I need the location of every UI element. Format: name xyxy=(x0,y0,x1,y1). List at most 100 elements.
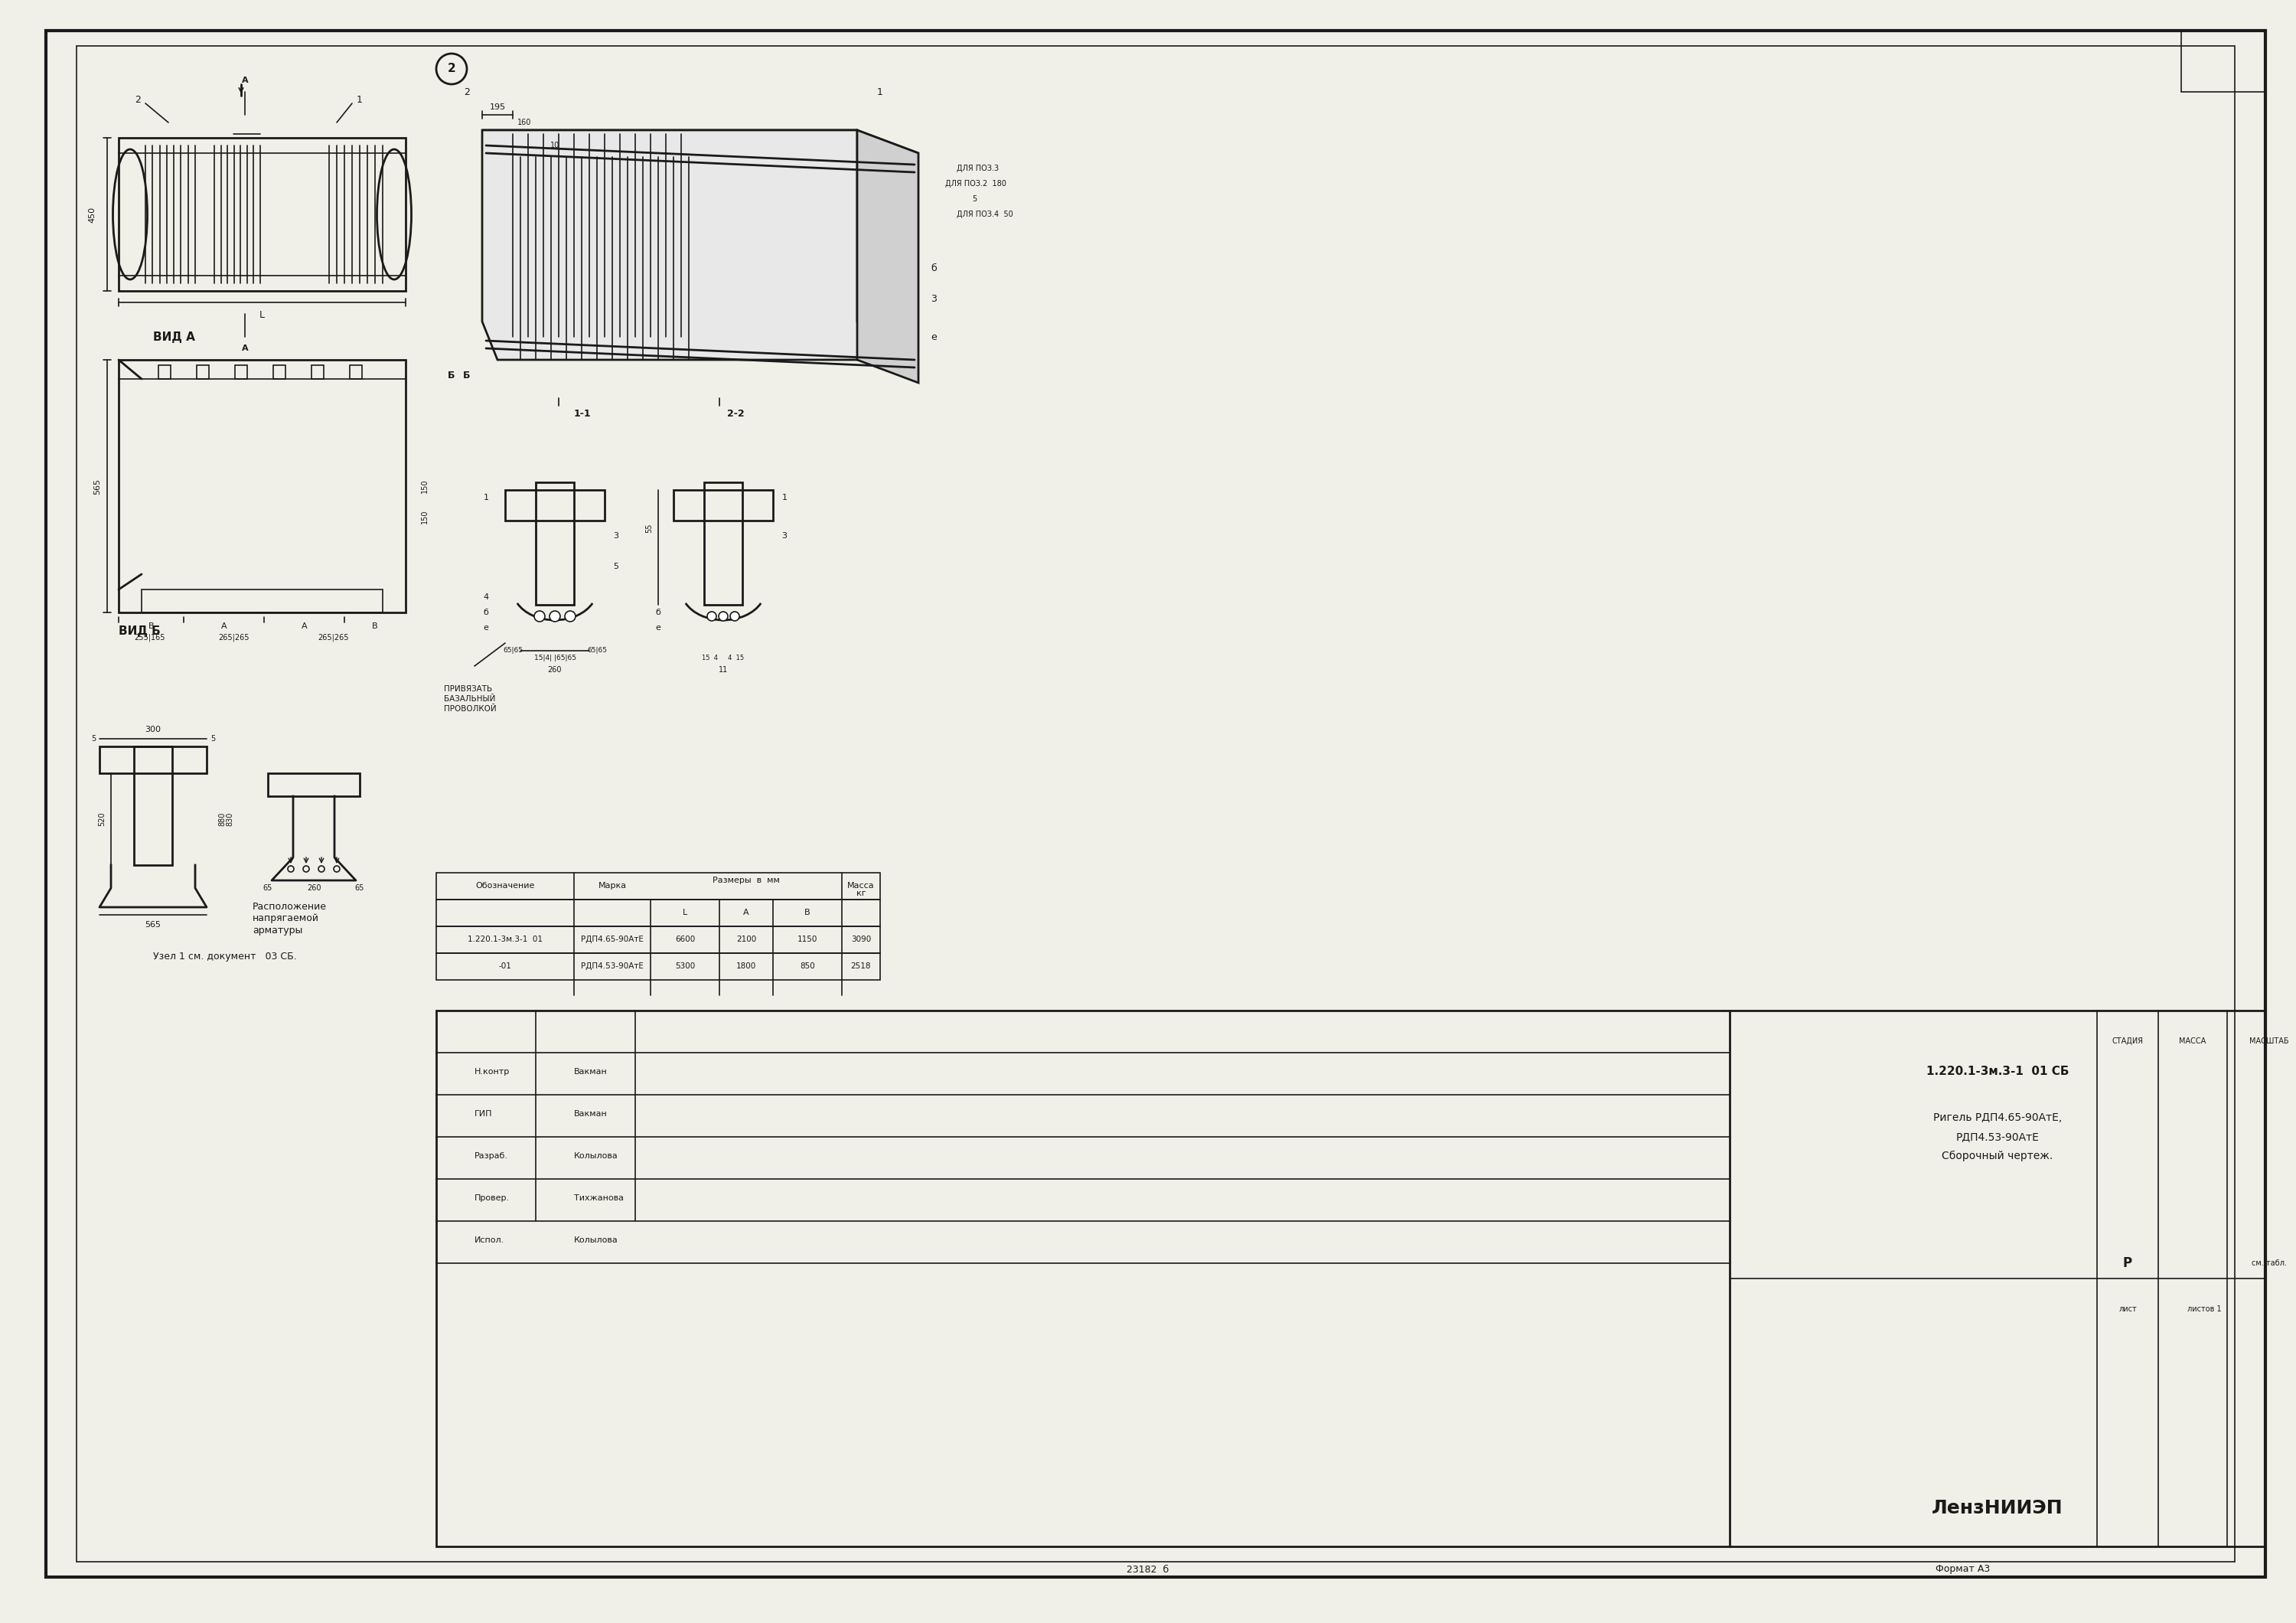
Text: 265|265: 265|265 xyxy=(218,633,248,641)
Text: Тихжанова: Тихжанова xyxy=(574,1195,625,1203)
Text: 300: 300 xyxy=(145,725,161,734)
Bar xyxy=(234,365,248,378)
Text: ДЛЯ ПОЗ.3: ДЛЯ ПОЗ.3 xyxy=(957,164,999,172)
Bar xyxy=(673,490,774,521)
Text: B: B xyxy=(149,622,154,630)
Text: 1: 1 xyxy=(877,88,884,97)
Circle shape xyxy=(719,612,728,622)
Text: 15|4| |65|65: 15|4| |65|65 xyxy=(533,656,576,662)
Text: Формат А3: Формат А3 xyxy=(1936,1565,1991,1574)
Text: б: б xyxy=(657,609,661,617)
Text: Ригель РДП4.65-90АтЕ,: Ригель РДП4.65-90АтЕ, xyxy=(1933,1112,2062,1123)
Bar xyxy=(436,873,879,899)
Text: арматуры: арматуры xyxy=(253,925,303,935)
Text: напрягаемой: напрягаемой xyxy=(253,914,319,923)
Text: РДП4.53-90АтЕ: РДП4.53-90АтЕ xyxy=(581,962,643,971)
Bar xyxy=(273,365,285,378)
Text: 5300: 5300 xyxy=(675,962,696,971)
Text: ПРОВОЛКОЙ: ПРОВОЛКОЙ xyxy=(443,704,496,712)
Bar xyxy=(505,490,604,521)
Text: 1.220.1-3м.3-1  01: 1.220.1-3м.3-1 01 xyxy=(468,935,542,943)
Text: ДЛЯ ПОЗ.2  180: ДЛЯ ПОЗ.2 180 xyxy=(946,180,1006,188)
Text: б: б xyxy=(484,609,489,617)
Text: Размеры  в  мм: Размеры в мм xyxy=(712,876,781,885)
Text: 565: 565 xyxy=(145,920,161,928)
Text: 3: 3 xyxy=(781,532,788,540)
Text: 2518: 2518 xyxy=(852,962,870,971)
Polygon shape xyxy=(856,130,918,383)
Text: 150: 150 xyxy=(420,479,429,493)
Circle shape xyxy=(707,612,716,622)
Text: ВИД Б: ВИД Б xyxy=(119,626,161,638)
Text: Вакман: Вакман xyxy=(574,1068,608,1076)
Text: Масса: Масса xyxy=(847,881,875,889)
Circle shape xyxy=(730,612,739,622)
Text: Б: Б xyxy=(448,370,455,380)
Text: 260: 260 xyxy=(308,885,321,893)
Text: 15  4     4  15: 15 4 4 15 xyxy=(703,656,744,662)
Text: L: L xyxy=(682,909,687,917)
Text: Сборочный чертеж.: Сборочный чертеж. xyxy=(1942,1151,2053,1162)
Text: б: б xyxy=(930,263,937,273)
Text: B: B xyxy=(804,909,810,917)
Text: A: A xyxy=(744,909,748,917)
Text: е: е xyxy=(484,623,489,631)
Text: 260: 260 xyxy=(549,665,563,674)
Text: 1: 1 xyxy=(781,493,788,502)
Text: 65|65: 65|65 xyxy=(588,648,606,654)
Text: 830: 830 xyxy=(225,812,234,826)
Text: 10: 10 xyxy=(551,141,560,149)
Bar xyxy=(142,589,383,612)
Circle shape xyxy=(549,610,560,622)
Bar xyxy=(133,747,172,865)
Text: ДЛЯ ПОЗ.4  50: ДЛЯ ПОЗ.4 50 xyxy=(957,211,1013,217)
Text: 3: 3 xyxy=(930,294,937,304)
Bar xyxy=(436,899,879,927)
Bar xyxy=(158,365,170,378)
Text: Н.контр: Н.контр xyxy=(475,1068,510,1076)
Text: A: A xyxy=(241,76,248,84)
Circle shape xyxy=(535,610,544,622)
Text: 255|165: 255|165 xyxy=(133,633,165,641)
Text: 520: 520 xyxy=(99,812,106,826)
Text: Узел 1 см. документ   03 СБ.: Узел 1 см. документ 03 СБ. xyxy=(154,953,296,962)
Text: 2: 2 xyxy=(135,94,140,104)
Text: 150: 150 xyxy=(420,510,429,524)
Text: 195: 195 xyxy=(489,104,505,110)
Text: 5: 5 xyxy=(613,563,620,570)
Text: ВИД А: ВИД А xyxy=(154,331,195,342)
Bar xyxy=(99,747,207,773)
Text: 55: 55 xyxy=(645,524,652,532)
Text: 2: 2 xyxy=(448,63,455,75)
Text: Разраб.: Разраб. xyxy=(475,1152,507,1160)
Text: 1: 1 xyxy=(482,493,489,502)
Bar xyxy=(197,365,209,378)
Text: 4: 4 xyxy=(482,594,489,601)
Text: е: е xyxy=(930,331,937,342)
Text: 1-1: 1-1 xyxy=(574,409,592,419)
Text: 11: 11 xyxy=(719,665,728,674)
Text: МАССА: МАССА xyxy=(2179,1037,2206,1045)
Text: A: A xyxy=(301,622,308,630)
Text: 6600: 6600 xyxy=(675,935,696,943)
Text: РДП4.53-90АтЕ: РДП4.53-90АтЕ xyxy=(1956,1131,2039,1143)
Text: 23182  б: 23182 б xyxy=(1127,1565,1169,1574)
Text: 1: 1 xyxy=(356,94,363,104)
Text: 2-2: 2-2 xyxy=(728,409,744,419)
Text: лист: лист xyxy=(2119,1305,2138,1313)
Text: -01: -01 xyxy=(498,962,512,971)
Text: РДП4.65-90АтЕ: РДП4.65-90АтЕ xyxy=(581,935,643,943)
Bar xyxy=(269,773,360,797)
Text: Марка: Марка xyxy=(597,881,627,889)
Text: ЛензНИИЭП: ЛензНИИЭП xyxy=(1931,1500,2064,1518)
Text: 2: 2 xyxy=(464,88,471,97)
Bar xyxy=(2181,31,2266,93)
Text: ГИП: ГИП xyxy=(475,1110,491,1118)
Bar xyxy=(705,482,742,605)
Text: 565: 565 xyxy=(94,479,101,493)
Text: Провер.: Провер. xyxy=(475,1195,510,1203)
Text: 160: 160 xyxy=(517,118,530,127)
Bar xyxy=(349,365,363,378)
Text: 880: 880 xyxy=(218,812,225,826)
Bar xyxy=(119,138,406,291)
